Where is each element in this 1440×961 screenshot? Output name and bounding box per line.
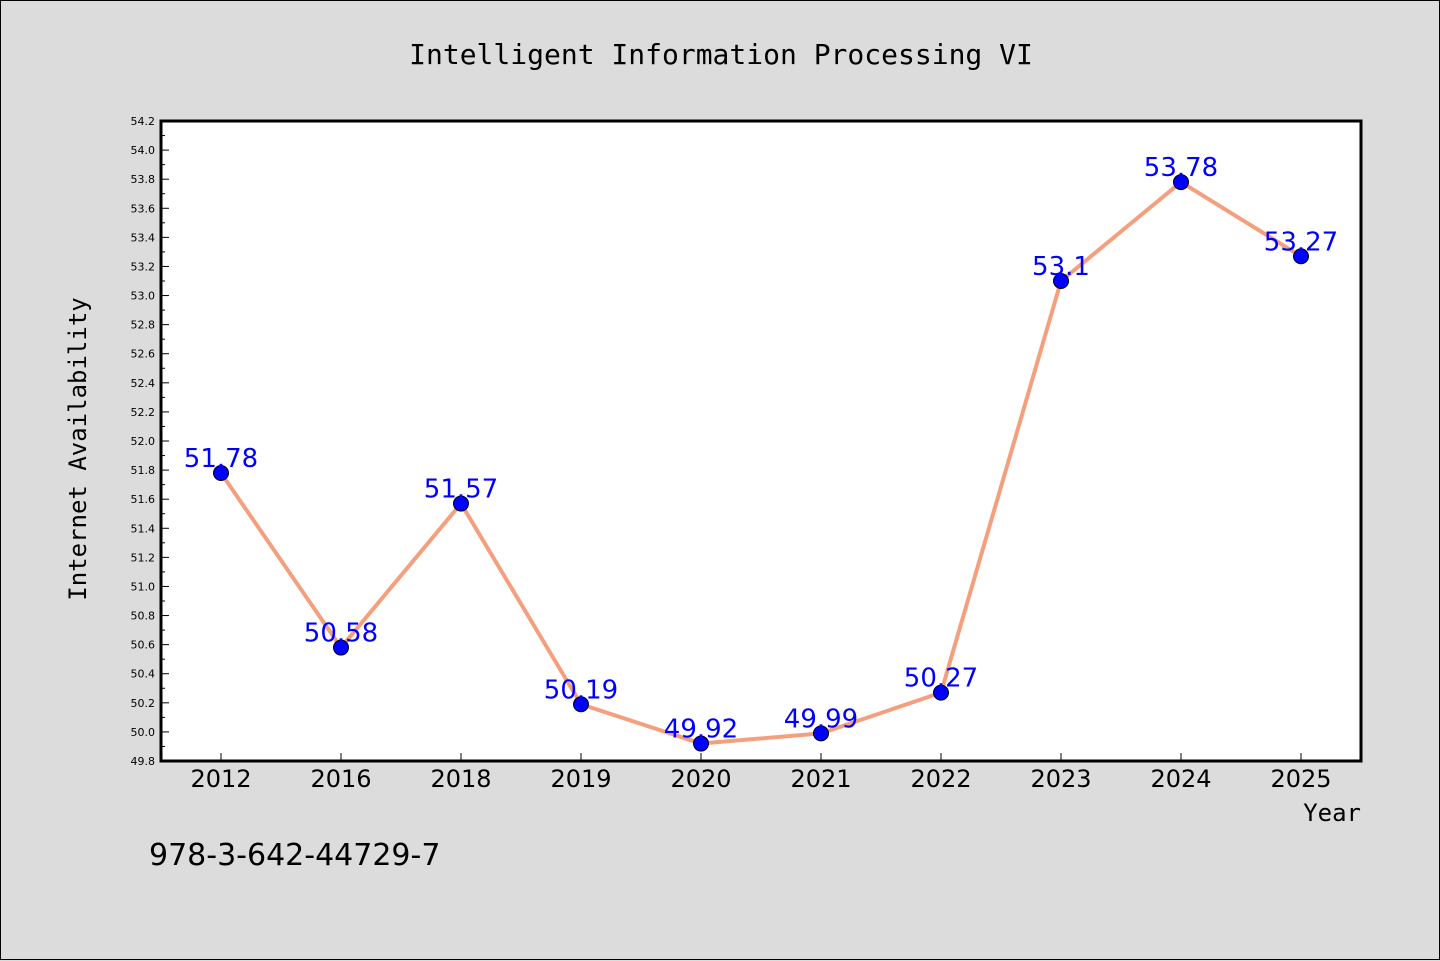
x-tick-label: 2016 [310, 765, 371, 793]
y-tick-label: 50.8 [131, 610, 156, 623]
data-point [1173, 174, 1189, 191]
y-tick-label: 53.0 [131, 290, 156, 303]
data-point [573, 696, 589, 713]
y-tick-label: 51.0 [131, 580, 156, 593]
y-tick-label: 52.6 [131, 348, 156, 361]
x-tick-label: 2019 [550, 765, 611, 793]
x-tick-label: 2025 [1270, 765, 1331, 793]
x-axis: 2012 2016 2018 2019 2020 2021 2022 2023 2024 2025 [190, 753, 1332, 793]
y-axis: 49.8 50.0 50.2 50.4 50.6 50.8 51.0 51.2 51.4 51.6… [131, 115, 169, 768]
x-tick-label: 2022 [910, 765, 971, 793]
series-line [219, 180, 1303, 746]
data-label: 53.78 [1144, 153, 1218, 183]
data-point [1053, 273, 1069, 289]
x-tick-label: 2024 [1150, 765, 1211, 793]
y-tick-label: 54.2 [131, 115, 156, 128]
y-tick-label: 50.0 [131, 726, 156, 739]
data-label: 53.27 [1264, 227, 1338, 257]
y-tick-label: 51.2 [131, 551, 156, 564]
footnote-isbn: 978-3-642-44729-7 [149, 838, 440, 873]
y-tick-label: 52.4 [131, 377, 156, 390]
y-tick-label: 49.8 [131, 755, 156, 768]
data-label: 50.19 [544, 675, 618, 705]
data-point [333, 639, 349, 656]
data-point [213, 465, 229, 481]
x-tick-label: 2021 [790, 765, 851, 793]
data-label: 49.99 [784, 704, 858, 734]
data-label: 49.92 [664, 715, 738, 745]
y-tick-label: 53.8 [131, 173, 156, 186]
data-point [693, 735, 709, 752]
y-tick-label: 52.2 [131, 406, 156, 419]
y-tick-label: 54.0 [131, 144, 156, 157]
data-point [1293, 248, 1309, 265]
data-label: 51.78 [184, 444, 258, 474]
y-tick-label: 52.0 [131, 435, 156, 448]
plot-area [159, 119, 1363, 763]
y-tick-label: 52.8 [131, 319, 156, 332]
y-axis-label: Internet Availability [64, 297, 92, 600]
y-tick-label: 50.2 [131, 697, 156, 710]
y-tick-label: 51.4 [131, 522, 156, 535]
y-tick-label: 51.8 [131, 464, 156, 477]
y-tick-label: 50.6 [131, 639, 156, 652]
data-label: 50.27 [904, 664, 978, 694]
data-label: 53.1 [1032, 252, 1090, 282]
y-tick-label: 51.6 [131, 493, 156, 506]
y-tick-label: 53.4 [131, 231, 156, 244]
data-point [453, 495, 469, 512]
chart-title: Intelligent Information Processing VI [409, 38, 1033, 71]
data-label: 51.57 [424, 475, 498, 505]
y-tick-label: 53.2 [131, 260, 156, 273]
x-tick-label: 2023 [1030, 765, 1091, 793]
y-tick-label: 53.6 [131, 202, 156, 215]
data-label: 50.58 [304, 619, 378, 649]
data-point [813, 725, 829, 742]
x-tick-label: 2012 [190, 765, 251, 793]
series-layer: 51.78 50.58 51.57 50.19 49.92 49.99 50.27 53.1 5… [184, 153, 1338, 752]
x-tick-label: 2020 [670, 765, 731, 793]
data-point [933, 684, 949, 701]
y-tick-label: 50.4 [131, 668, 156, 681]
x-axis-label: Year [1303, 799, 1361, 827]
x-tick-label: 2018 [430, 765, 491, 793]
